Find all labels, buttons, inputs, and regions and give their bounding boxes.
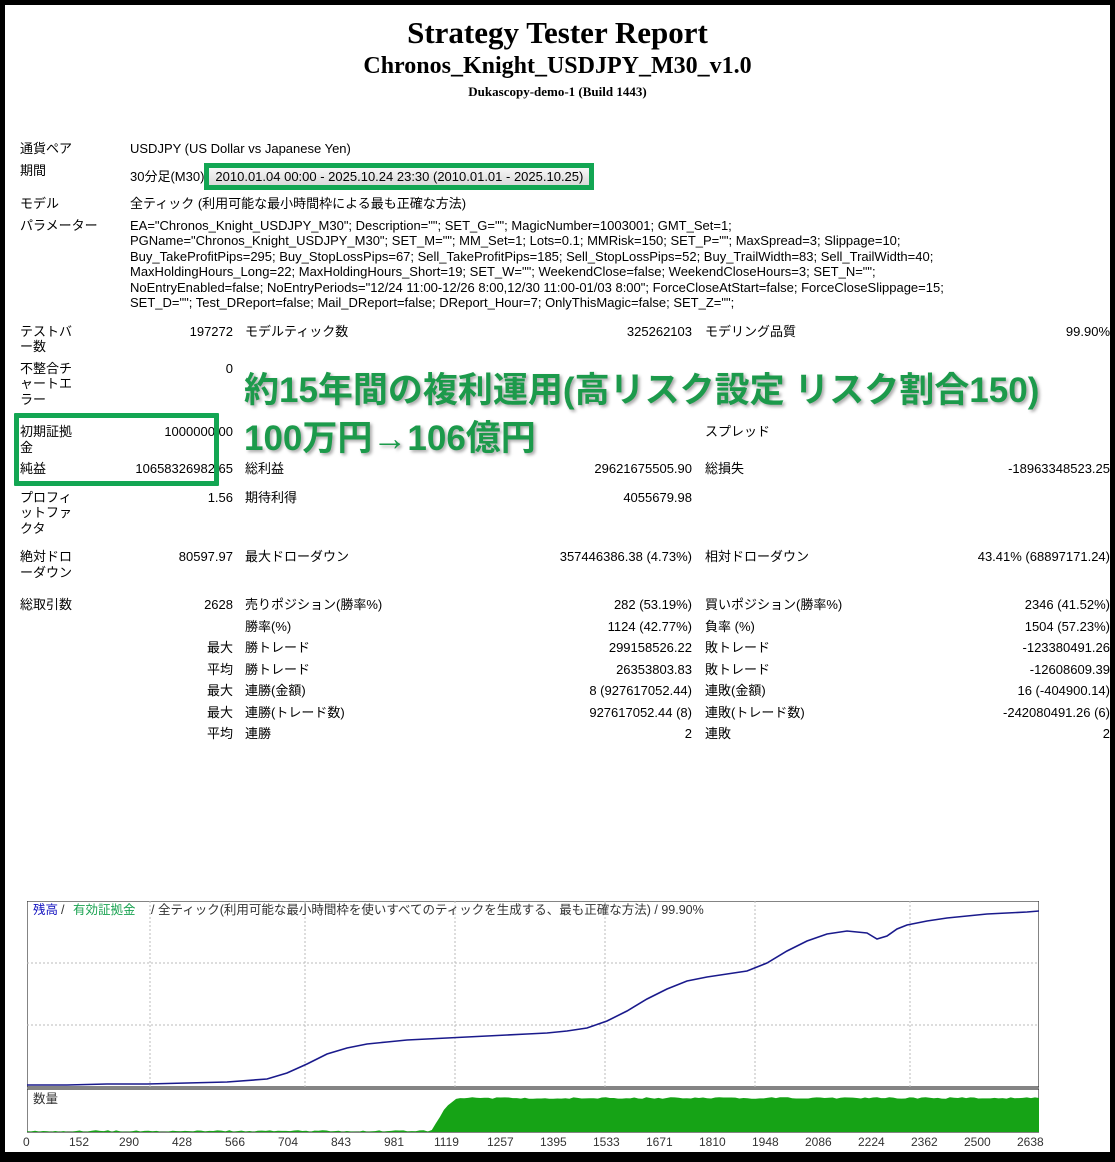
svg-text:残高: 残高 <box>33 902 58 917</box>
svg-text:/ 全ティック(利用可能な最小時間枠を使いすべてのティックを: / 全ティック(利用可能な最小時間枠を使いすべてのティックを生成する、最も正確な… <box>151 902 704 917</box>
svg-text:有効証拠金: 有効証拠金 <box>73 903 136 917</box>
svg-text:数量: 数量 <box>33 1091 58 1106</box>
svg-text:/: / <box>61 903 65 917</box>
